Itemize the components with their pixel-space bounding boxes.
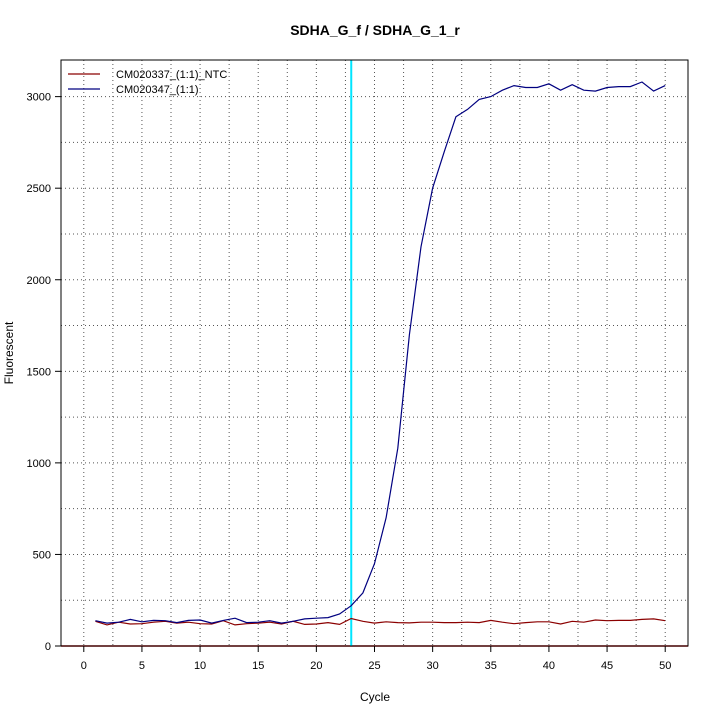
y-axis-label: Fluorescent [2,321,16,384]
x-tick-label: 15 [252,660,264,672]
x-tick-label: 5 [139,660,145,672]
y-tick-label: 1000 [27,458,51,470]
y-tick-label: 500 [33,549,51,561]
x-tick-label: 45 [601,660,613,672]
legend-label: CM020337_(1:1)_NTC [116,69,227,81]
y-tick-label: 3000 [27,92,51,104]
y-axis: 0 500 1000 1500 2000 2500 3000 [27,92,61,653]
x-tick-label: 10 [194,660,206,672]
y-tick-label: 1500 [27,366,51,378]
series-line-1 [95,617,666,626]
legend-label: CM020347_(1:1) [116,84,199,96]
x-tick-label: 40 [543,660,555,672]
x-tick-label: 35 [485,660,497,672]
series-lines [95,81,666,626]
legend: CM020337_(1:1)_NTC CM020347_(1:1) [68,69,227,96]
x-tick-label: 25 [368,660,380,672]
plot-frame [60,59,689,647]
chart-title: SDHA_G_f / SDHA_G_1_r [290,22,460,38]
series-line-2 [95,81,666,624]
y-tick-label: 2000 [27,275,51,287]
x-tick-label: 30 [427,660,439,672]
x-tick-label: 20 [310,660,322,672]
x-axis: 0 5 10 15 20 25 30 35 40 45 50 [81,646,671,672]
x-tick-label: 50 [659,660,671,672]
x-tick-label: 0 [81,660,87,672]
y-tick-label: 0 [45,641,51,653]
x-axis-label: Cycle [360,690,390,704]
y-tick-label: 2500 [27,183,51,195]
grid-lines [61,60,688,647]
